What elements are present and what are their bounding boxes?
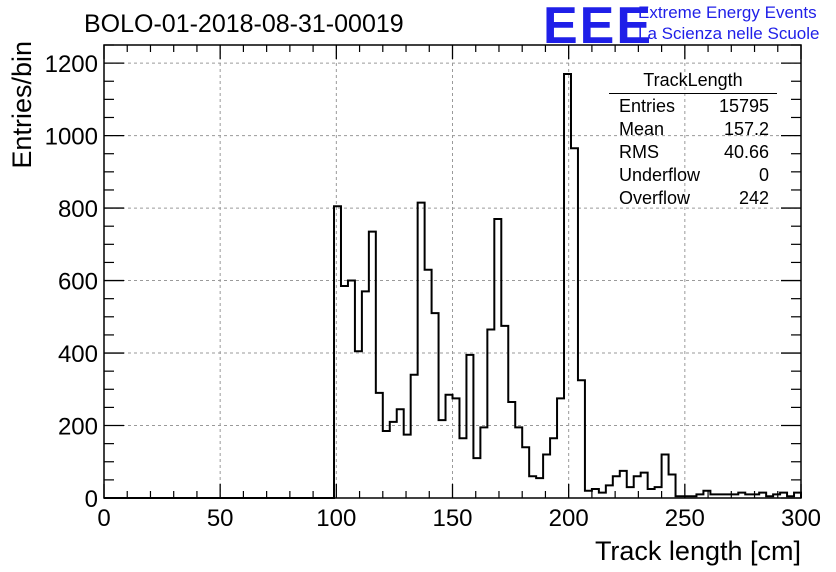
- x-tick-labels: 0 50 100 150 200 250 300: [97, 505, 821, 532]
- x-tick-label: 100: [316, 505, 356, 532]
- stats-value: 15795: [718, 96, 769, 116]
- run-title: BOLO-01-2018-08-31-00019: [84, 10, 404, 38]
- eee-logo: EEE: [543, 0, 654, 55]
- y-tick-label: 1000: [45, 124, 98, 151]
- stats-row-mean: Mean 157.2: [609, 118, 777, 141]
- stats-row-overflow: Overflow 242: [609, 187, 777, 210]
- y-axis-label: Entries/bin: [7, 41, 37, 169]
- stats-title: TrackLength: [609, 70, 777, 94]
- y-tick-label: 400: [58, 341, 98, 368]
- x-tick-label: 150: [432, 505, 472, 532]
- grid-lines: [103, 45, 802, 499]
- stats-value: 40.66: [723, 142, 769, 162]
- stats-row-underflow: Underflow 0: [609, 164, 777, 187]
- logo-caption-line1: Extreme Energy Events: [638, 3, 817, 22]
- logo-caption-line2: La Scienza nelle Scuole: [638, 24, 820, 43]
- stats-label: Overflow: [619, 188, 691, 208]
- stats-label: Underflow: [619, 165, 701, 185]
- stats-row-entries: Entries 15795: [609, 95, 777, 118]
- y-tick-label: 200: [58, 414, 98, 441]
- plot-frame: [103, 44, 802, 499]
- stats-value: 242: [738, 188, 769, 208]
- y-tick-label: 800: [58, 196, 98, 223]
- histogram-step-line: [104, 72, 802, 499]
- y-tick-label: 600: [58, 269, 98, 296]
- x-tick-label: 0: [97, 505, 110, 532]
- logo-caption: Extreme Energy Events La Scienza nelle S…: [638, 2, 819, 44]
- y-tick-label: 0: [85, 486, 98, 513]
- stats-label: Mean: [619, 119, 665, 139]
- y-tick-label: 1200: [45, 51, 98, 78]
- x-tick-label: 200: [549, 505, 589, 532]
- stats-box: TrackLength Entries 15795 Mean 157.2 RMS…: [609, 70, 777, 210]
- x-tick-label: 300: [781, 505, 821, 532]
- y-tick-labels: 0 200 400 600 800 1000 1200: [45, 51, 98, 513]
- x-tick-label: 250: [665, 505, 705, 532]
- stats-row-rms: RMS 40.66: [609, 141, 777, 164]
- x-tick-label: 50: [207, 505, 234, 532]
- stats-label: RMS: [619, 142, 659, 162]
- stats-value: 0: [758, 165, 769, 185]
- x-axis-label: Track length [cm]: [595, 536, 801, 566]
- stats-label: Entries: [619, 96, 676, 116]
- stats-value: 157.2: [723, 119, 769, 139]
